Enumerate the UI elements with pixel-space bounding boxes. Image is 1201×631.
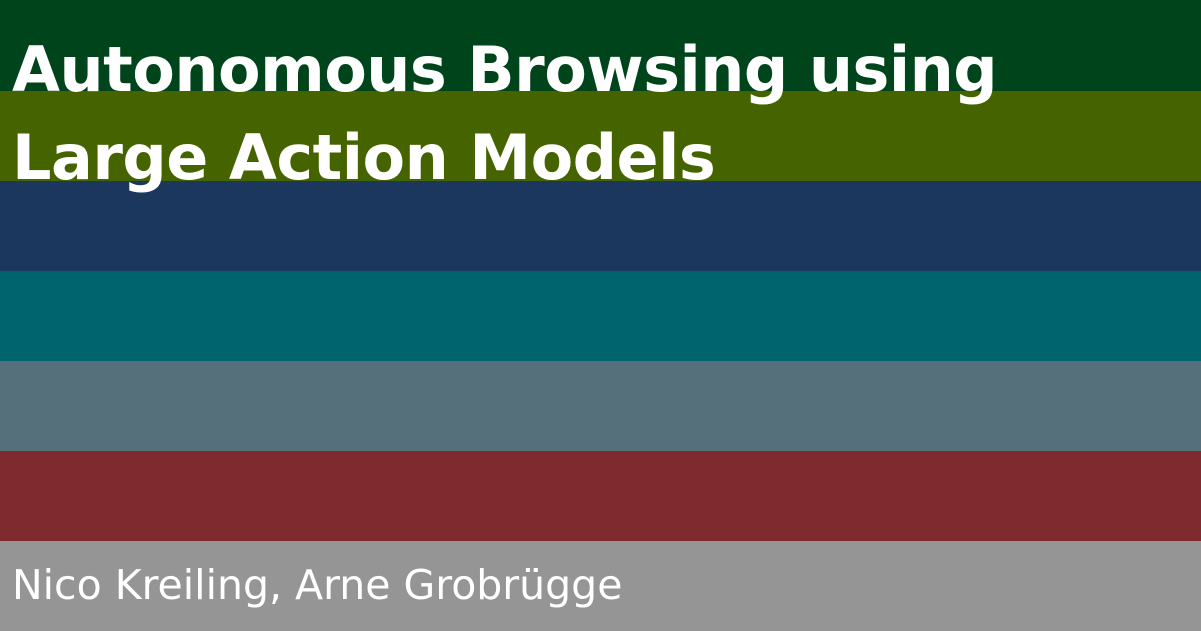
stripe-navy-blue: [0, 181, 1201, 271]
slide-title-line-2: Large Action Models: [12, 121, 716, 194]
slide-title: Autonomous Browsing using Large Action M…: [12, 26, 1162, 202]
stripe-dark-green: [0, 0, 1201, 91]
slide-authors: Nico Kreiling, Arne Grobrügge: [12, 561, 623, 609]
stripe-gray: [0, 541, 1201, 631]
slide-title-line-1: Autonomous Browsing using: [12, 33, 998, 106]
stripe-slate-gray: [0, 361, 1201, 451]
stripe-dark-red: [0, 451, 1201, 541]
stripe-olive-green: [0, 91, 1201, 181]
stripe-teal: [0, 271, 1201, 361]
